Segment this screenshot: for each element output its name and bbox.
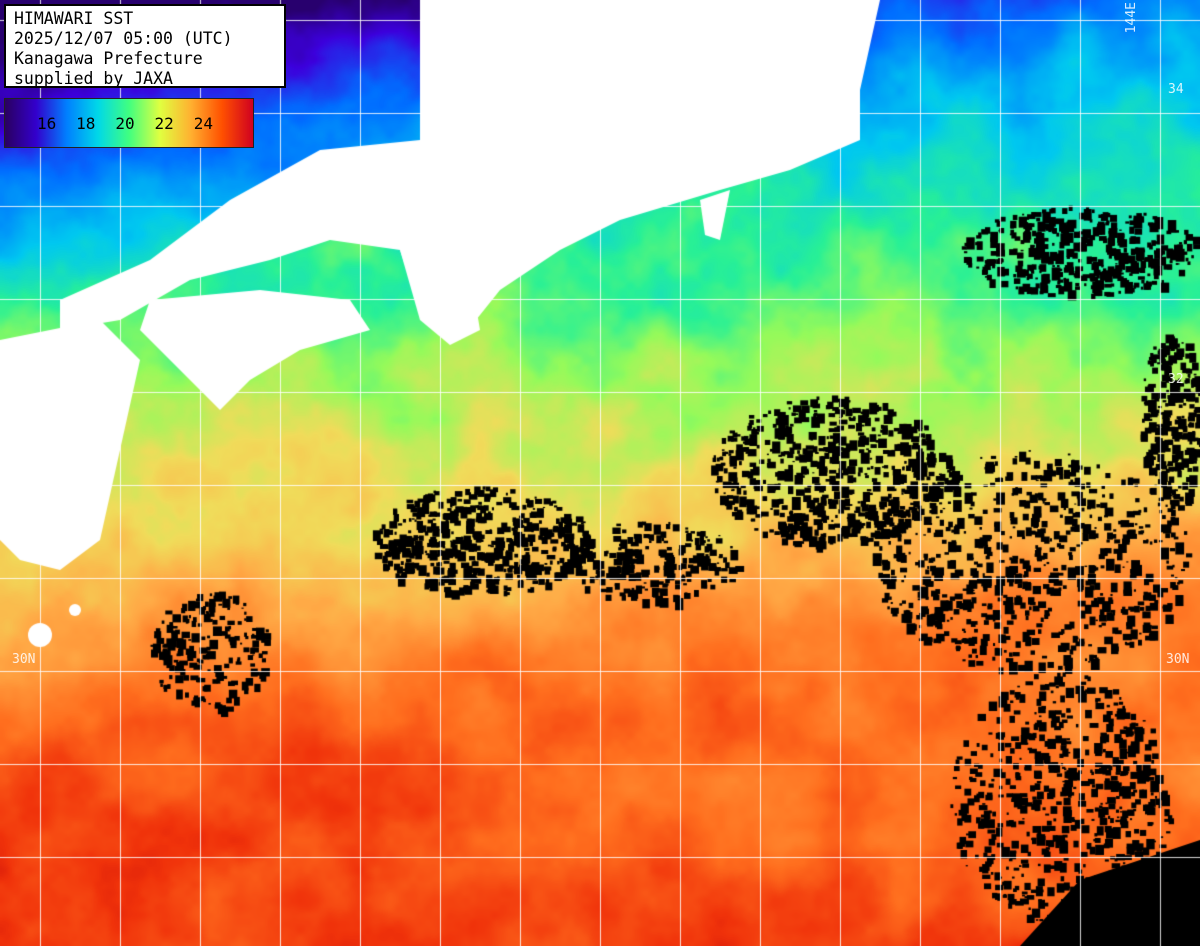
lat-label-32-right: 32 [1168,372,1184,387]
lon-label-136e: 136E [484,2,499,34]
prefecture: Kanagawa Prefecture [14,49,203,68]
legend-tick: 22 [154,113,174,133]
supplier: supplied by JAXA [14,69,173,88]
legend-tick: 24 [193,113,213,133]
title: HIMAWARI SST [14,9,134,28]
lat-label-30n-right: 30N [1166,652,1190,667]
legend-tick: 20 [115,113,135,133]
temperature-legend: 16 18 20 22 24 [4,98,254,148]
lon-label-144e: 144E [1124,2,1139,34]
legend-tick: 18 [76,113,96,133]
lat-label-30n-left: 30N [12,652,36,667]
lat-label-34-right: 34 [1168,82,1184,97]
lat-label-32-left: 32 [12,372,28,387]
legend-tick: 16 [36,113,57,133]
timestamp: 2025/12/07 05:00 (UTC) [14,29,233,48]
title-box: HIMAWARI SST 2025/12/07 05:00 (UTC) Kana… [4,4,286,88]
